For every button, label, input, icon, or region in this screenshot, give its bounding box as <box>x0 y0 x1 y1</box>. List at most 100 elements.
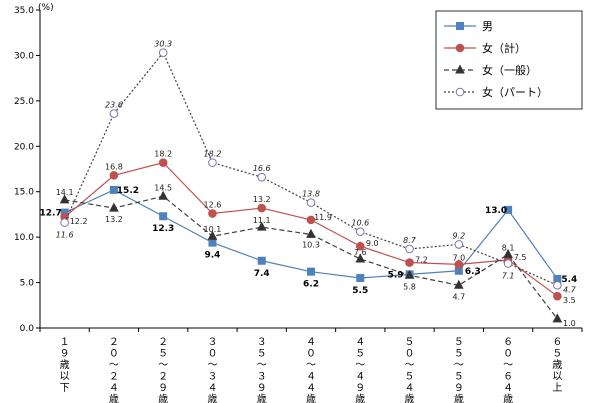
x-category-label: ４０～４４歳 <box>306 337 316 403</box>
data-label: 16.6 <box>253 164 271 173</box>
data-label: 9.4 <box>204 251 220 261</box>
svg-text:～: ～ <box>503 360 513 371</box>
data-label: 8.7 <box>403 236 417 245</box>
data-point <box>306 198 316 207</box>
y-tick-label: 35.0 <box>14 6 34 16</box>
data-point <box>109 185 118 194</box>
data-point <box>158 48 168 58</box>
data-label: 10.3 <box>302 240 320 249</box>
data-label: 14.1 <box>56 188 74 197</box>
data-point <box>503 259 513 268</box>
data-point <box>257 203 267 213</box>
data-label: 1.0 <box>563 319 576 328</box>
data-label: 12.7 <box>40 209 62 219</box>
data-point <box>208 238 217 247</box>
legend-entry: 女（計） <box>482 41 526 55</box>
svg-text:２: ２ <box>109 372 119 383</box>
data-label: 7.0 <box>452 253 465 262</box>
svg-text:５: ５ <box>454 349 464 360</box>
svg-text:～: ～ <box>158 360 168 371</box>
legend: 男女（計） 女（一般） 女（パート） <box>435 10 583 110</box>
svg-text:６: ６ <box>503 372 513 383</box>
y-tick-label: 10.0 <box>14 233 34 243</box>
data-label: 4.7 <box>563 285 577 294</box>
svg-text:２: ２ <box>158 337 168 348</box>
svg-text:５: ５ <box>405 372 415 383</box>
legend-marker <box>455 43 465 53</box>
data-label: 14.5 <box>154 183 172 192</box>
data-label: 3.5 <box>563 296 576 305</box>
data-point <box>208 158 217 167</box>
data-point <box>306 215 316 225</box>
svg-text:４: ４ <box>306 337 316 348</box>
svg-text:３: ３ <box>257 337 267 348</box>
data-point <box>504 205 513 214</box>
y-tick-label: 15.0 <box>14 188 34 198</box>
data-label: 23.6 <box>105 101 123 110</box>
data-label: 5.9 <box>388 270 404 280</box>
svg-text:３: ３ <box>207 372 217 383</box>
svg-text:９: ９ <box>60 349 70 360</box>
svg-text:～: ～ <box>257 360 267 371</box>
data-label: 18.2 <box>204 150 222 159</box>
svg-text:歳: 歳 <box>60 359 70 371</box>
data-label: 7.4 <box>254 269 270 279</box>
data-label: 7.6 <box>354 248 367 257</box>
data-label: 5.4 <box>561 275 577 285</box>
data-label: 11.1 <box>253 216 271 225</box>
y-tick-label: 0.0 <box>20 324 35 334</box>
svg-text:４: ４ <box>306 372 316 383</box>
y-axis-unit-label: (%) <box>38 3 54 13</box>
data-point <box>553 280 562 290</box>
data-point <box>552 313 563 323</box>
x-category-label: ５５～５９歳 <box>454 337 464 403</box>
svg-text:５: ５ <box>454 337 464 348</box>
legend-marker <box>455 87 465 97</box>
svg-text:９: ９ <box>257 383 267 394</box>
svg-text:歳: 歳 <box>503 394 513 403</box>
series-3 <box>59 190 563 323</box>
data-point <box>59 194 70 204</box>
data-point <box>257 172 267 182</box>
svg-text:歳: 歳 <box>158 394 168 403</box>
data-point <box>306 228 316 238</box>
data-point <box>355 227 365 236</box>
data-label: 15.2 <box>117 186 139 196</box>
data-point <box>405 258 414 267</box>
svg-text:４: ４ <box>355 337 365 348</box>
svg-text:５: ５ <box>405 337 415 348</box>
data-point <box>553 291 562 301</box>
data-point <box>159 212 168 221</box>
data-point <box>207 230 218 240</box>
svg-text:４: ４ <box>207 383 217 394</box>
data-point <box>158 190 169 200</box>
svg-text:３: ３ <box>207 337 217 348</box>
data-label: 11.9 <box>314 213 332 222</box>
svg-text:～: ～ <box>355 360 365 371</box>
data-label: 9.2 <box>452 231 465 240</box>
svg-text:歳: 歳 <box>355 394 365 403</box>
data-label: 7.1 <box>502 271 515 280</box>
x-category-label: ６０～６４歳 <box>503 337 513 403</box>
svg-text:９: ９ <box>355 383 365 394</box>
legend-marker <box>455 64 465 74</box>
x-category-label: ３５～３９歳 <box>257 337 267 403</box>
data-label: 13.0 <box>485 206 507 216</box>
legend-entry: 女（一般） <box>482 63 537 77</box>
x-category-label: ３０～３４歳 <box>207 337 217 403</box>
svg-text:歳: 歳 <box>257 394 267 403</box>
data-label: 4.7 <box>452 292 465 301</box>
data-point <box>60 218 69 227</box>
data-label: 13.8 <box>302 190 320 199</box>
svg-text:１: １ <box>60 337 70 348</box>
svg-text:５: ５ <box>257 349 267 360</box>
y-tick-label: 20.0 <box>14 142 34 152</box>
data-point <box>454 260 464 269</box>
data-label: 12.6 <box>204 201 222 210</box>
svg-text:歳: 歳 <box>552 359 562 371</box>
y-tick-label: 5.0 <box>20 279 35 289</box>
data-point <box>307 267 315 276</box>
data-point <box>109 202 119 212</box>
svg-text:歳: 歳 <box>109 394 119 403</box>
